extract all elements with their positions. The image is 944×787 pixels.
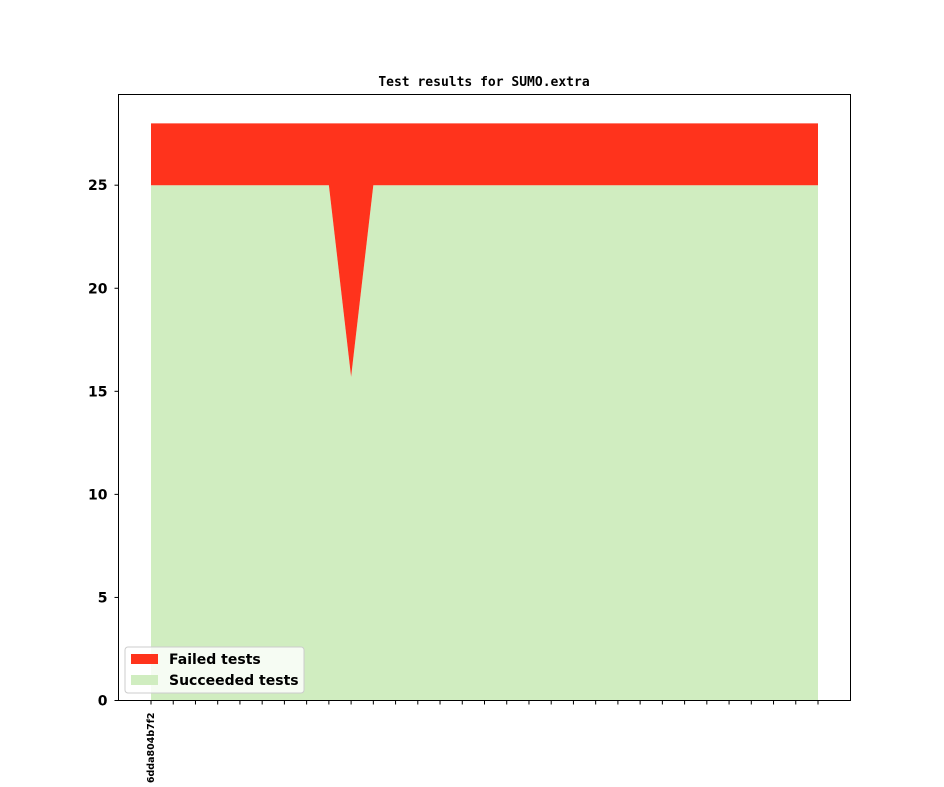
- y-tick-label: 10: [88, 487, 108, 503]
- y-tick-label: 15: [88, 384, 107, 400]
- x-axis: 6dda804b7f2: [146, 700, 819, 784]
- area-failed-tests: [151, 123, 818, 377]
- legend-swatch-failed: [131, 654, 158, 664]
- plot-areas: [151, 123, 818, 701]
- x-tick-label: 6dda804b7f2: [146, 713, 157, 784]
- legend-label-succeeded: Succeeded tests: [169, 673, 299, 689]
- y-tick-label: 5: [98, 590, 108, 606]
- area-succeeded-tests: [151, 185, 818, 701]
- y-tick-label: 20: [88, 281, 108, 297]
- chart-title: Test results for SUMO.extra: [378, 75, 589, 90]
- legend-label-failed: Failed tests: [169, 652, 261, 668]
- legend-box: [124, 646, 305, 694]
- y-tick-label: 25: [88, 178, 107, 194]
- legend: Failed tests Succeeded tests: [124, 646, 305, 694]
- y-axis: 0 5 10 15 20 25: [88, 178, 119, 710]
- y-tick-label: 0: [98, 694, 108, 710]
- legend-swatch-succeeded: [131, 675, 158, 685]
